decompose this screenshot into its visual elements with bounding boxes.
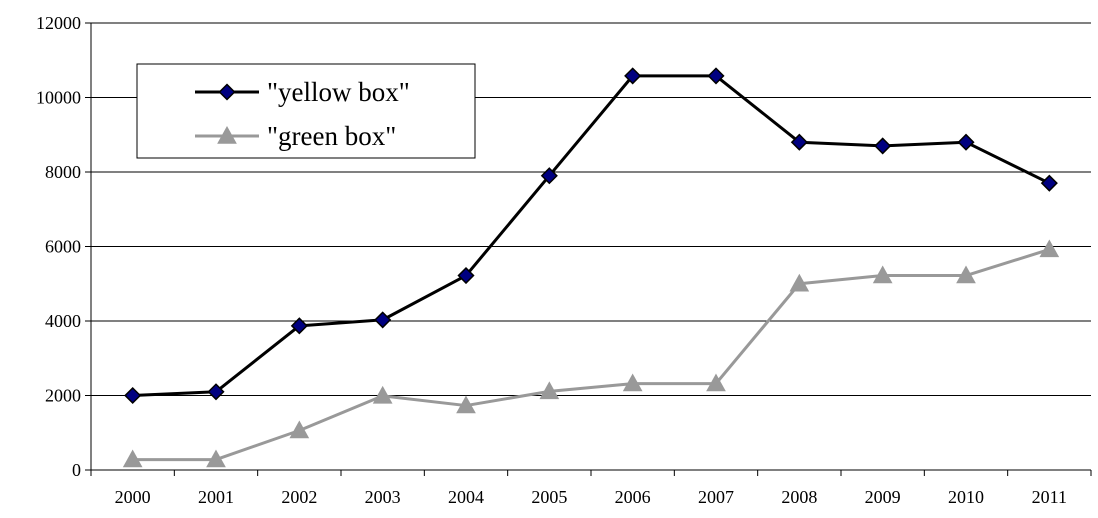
data-point — [624, 67, 642, 85]
data-point — [457, 266, 475, 285]
series-line — [132, 74, 1050, 397]
data-point — [872, 265, 893, 284]
data-point — [372, 385, 393, 404]
data-point — [540, 167, 558, 185]
legend-marker — [218, 83, 236, 101]
y-tick-label: 6000 — [45, 237, 81, 257]
data-point — [789, 273, 810, 292]
data-point — [874, 137, 892, 155]
x-tick-label: 2002 — [281, 487, 317, 507]
data-point — [124, 386, 142, 405]
x-tick-label: 2009 — [865, 487, 901, 507]
y-tick-label: 2000 — [45, 386, 81, 406]
x-tick-label: 2003 — [365, 487, 401, 507]
legend-marker — [217, 125, 237, 144]
legend-label: "green box" — [267, 121, 396, 151]
data-point — [122, 449, 143, 468]
x-tick-label: 2007 — [698, 487, 734, 507]
data-point — [957, 133, 975, 151]
x-tick-label: 2011 — [1032, 487, 1067, 507]
x-tick-label: 2005 — [531, 487, 567, 507]
data-point — [374, 311, 392, 329]
legend-box — [136, 63, 476, 159]
y-tick-label: 10000 — [36, 88, 81, 108]
data-point — [539, 381, 560, 400]
data-point — [456, 395, 476, 414]
series — [122, 67, 1060, 468]
y-tick-label: 0 — [72, 460, 81, 480]
x-tick-label: 2010 — [948, 487, 984, 507]
y-tick-label: 12000 — [36, 13, 81, 33]
data-point — [206, 449, 226, 468]
series-2 — [122, 239, 1060, 468]
x-tick-label: 2001 — [198, 487, 234, 507]
y-tick-label: 4000 — [45, 311, 81, 331]
data-point — [207, 383, 225, 401]
data-point — [1040, 174, 1058, 192]
data-point — [706, 373, 726, 392]
axes: 0 2000 4000 6000 8000 10000 12000 2000 2001 2002 2… — [36, 13, 1092, 507]
y-tick-label: 8000 — [45, 162, 81, 182]
x-tick-label: 2006 — [615, 487, 651, 507]
legend-label: "yellow box" — [267, 77, 410, 107]
series-line — [132, 248, 1050, 462]
data-point — [956, 265, 976, 284]
data-point — [790, 133, 808, 151]
legend: "yellow box" "green box" — [136, 63, 476, 159]
series-1 — [124, 67, 1058, 405]
data-point — [622, 373, 643, 392]
data-point — [1039, 239, 1060, 258]
x-tick-label: 2004 — [448, 487, 484, 507]
data-point — [290, 317, 308, 335]
data-point — [707, 67, 725, 85]
x-tick-label: 2008 — [781, 487, 817, 507]
x-tick-label: 2000 — [115, 487, 151, 507]
data-point — [289, 420, 310, 439]
